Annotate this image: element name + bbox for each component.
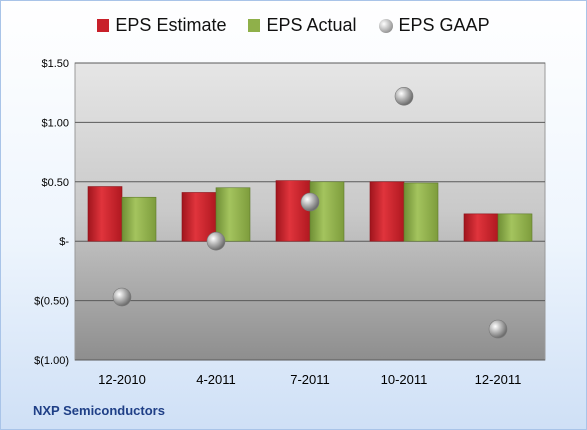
legend-item-gaap: EPS GAAP — [378, 15, 490, 36]
legend-swatch-estimate — [97, 19, 110, 32]
legend: EPS Estimate EPS Actual EPS GAAP — [1, 15, 586, 36]
bar-eps-estimate — [181, 192, 217, 242]
y-tick-label: $(1.00) — [34, 355, 69, 367]
y-tick-label: $1.00 — [41, 117, 69, 129]
x-tick-label: 12-2010 — [98, 372, 146, 387]
y-tick-label: $1.50 — [41, 58, 69, 70]
legend-swatch-actual — [248, 19, 261, 32]
legend-item-actual: EPS Actual — [248, 15, 357, 36]
bar-eps-estimate — [87, 186, 123, 242]
x-tick-label: 12-2011 — [475, 372, 522, 387]
bar-eps-actual — [403, 182, 439, 242]
bar-eps-actual — [309, 181, 345, 242]
bar-eps-actual — [121, 196, 157, 242]
legend-label-gaap: EPS GAAP — [398, 15, 490, 35]
bar-eps-estimate — [463, 213, 499, 242]
point-eps-gaap — [300, 192, 320, 212]
bar-eps-estimate — [369, 181, 405, 242]
point-eps-gaap — [488, 319, 508, 339]
point-eps-gaap — [206, 231, 226, 251]
bar-eps-actual — [215, 187, 251, 242]
y-tick-label: $0.50 — [41, 177, 69, 189]
y-tick-label: $(0.50) — [34, 296, 69, 308]
company-name: NXP Semiconductors — [33, 403, 165, 418]
bar-eps-actual — [497, 213, 533, 242]
legend-label-estimate: EPS Estimate — [115, 15, 227, 35]
legend-swatch-gaap — [378, 18, 393, 33]
bar-eps-estimate — [275, 180, 311, 242]
point-eps-gaap — [112, 287, 132, 307]
legend-label-actual: EPS Actual — [266, 15, 357, 35]
x-tick-label: 4-2011 — [196, 372, 236, 387]
x-tick-label: 10-2011 — [381, 372, 428, 387]
legend-item-estimate: EPS Estimate — [97, 15, 226, 36]
point-eps-gaap — [394, 86, 414, 106]
y-tick-label: $- — [59, 236, 69, 248]
x-tick-label: 7-2011 — [290, 372, 330, 387]
